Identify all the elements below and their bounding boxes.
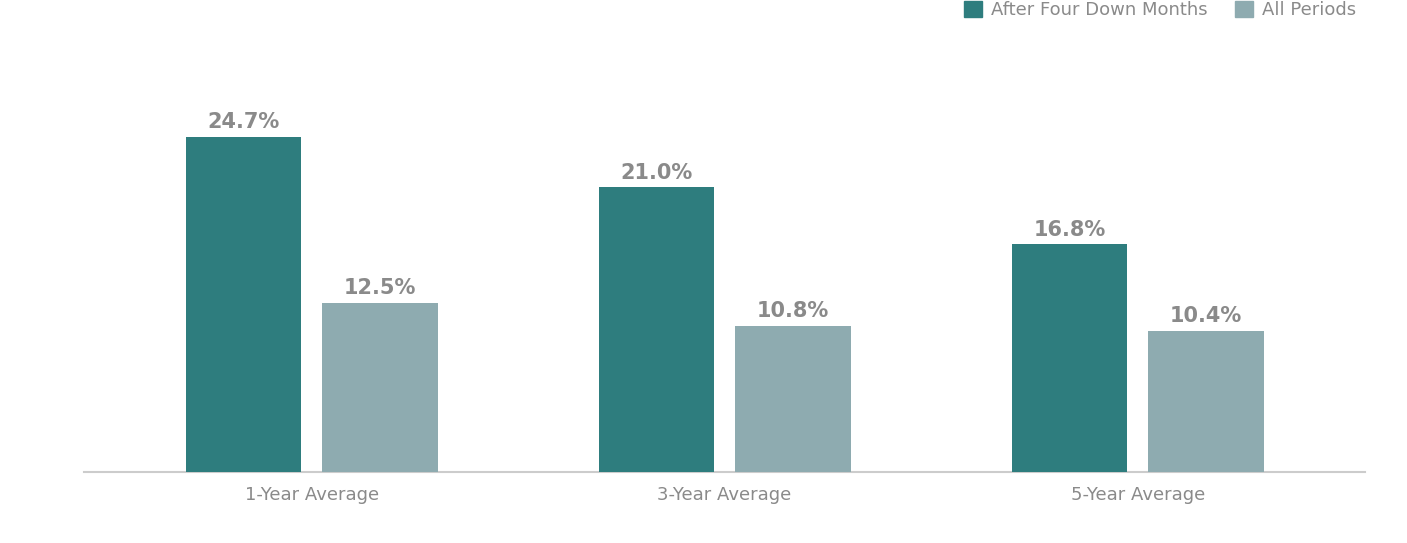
Bar bbox=[734, 326, 851, 472]
Text: 10.4%: 10.4% bbox=[1169, 306, 1242, 326]
Text: 16.8%: 16.8% bbox=[1033, 219, 1106, 239]
Text: 12.5%: 12.5% bbox=[343, 278, 416, 298]
Bar bbox=[1012, 244, 1127, 472]
Bar bbox=[186, 137, 301, 472]
Bar bbox=[598, 187, 715, 472]
Text: 24.7%: 24.7% bbox=[207, 112, 280, 132]
Text: 21.0%: 21.0% bbox=[620, 162, 692, 182]
Text: 10.8%: 10.8% bbox=[757, 301, 829, 321]
Bar bbox=[322, 303, 438, 472]
Legend: After Four Down Months, All Periods: After Four Down Months, All Periods bbox=[964, 1, 1356, 19]
Bar bbox=[1148, 331, 1263, 472]
